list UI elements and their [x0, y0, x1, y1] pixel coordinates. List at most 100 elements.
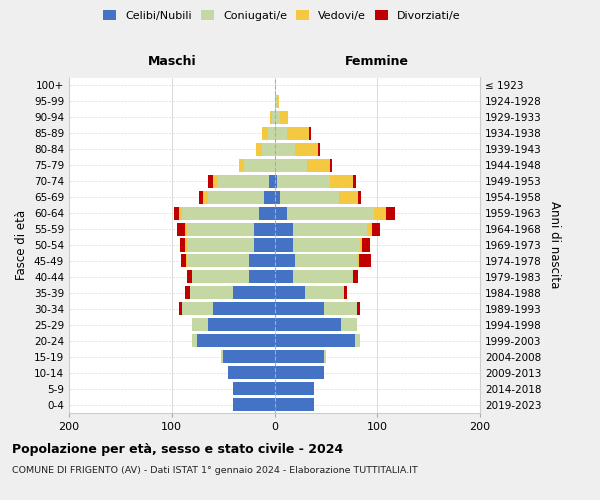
Bar: [180, 238, 185, 252]
Bar: [187, 254, 249, 268]
Bar: [355, 334, 360, 347]
Bar: [277, 95, 278, 108]
Bar: [307, 158, 330, 172]
Bar: [275, 206, 287, 220]
Bar: [280, 190, 339, 203]
Bar: [293, 270, 353, 283]
Bar: [182, 302, 213, 316]
Bar: [259, 206, 275, 220]
Bar: [275, 222, 293, 235]
Text: COMUNE DI FRIGENTO (AV) - Dati ISTAT 1° gennaio 2024 - Elaborazione TUTTITALIA.I: COMUNE DI FRIGENTO (AV) - Dati ISTAT 1° …: [12, 466, 418, 475]
Bar: [287, 127, 310, 140]
Bar: [275, 350, 324, 363]
Bar: [374, 206, 386, 220]
Bar: [275, 174, 277, 188]
Bar: [203, 190, 208, 203]
Bar: [275, 127, 287, 140]
Bar: [356, 302, 360, 316]
Bar: [324, 302, 356, 316]
Bar: [310, 127, 311, 140]
Bar: [244, 158, 275, 172]
Bar: [275, 398, 314, 411]
Bar: [221, 350, 223, 363]
Bar: [190, 286, 233, 300]
Bar: [275, 382, 314, 395]
Bar: [269, 174, 275, 188]
Bar: [192, 318, 208, 332]
Bar: [187, 270, 193, 283]
Bar: [254, 238, 275, 252]
Bar: [317, 142, 320, 156]
Bar: [353, 270, 358, 283]
Bar: [197, 334, 275, 347]
Bar: [213, 302, 275, 316]
Bar: [275, 302, 324, 316]
Bar: [386, 206, 395, 220]
Bar: [254, 222, 275, 235]
Bar: [256, 142, 262, 156]
Bar: [177, 222, 185, 235]
Bar: [324, 350, 326, 363]
Bar: [185, 286, 190, 300]
Bar: [239, 158, 244, 172]
Bar: [360, 238, 362, 252]
Bar: [341, 318, 357, 332]
Bar: [330, 174, 353, 188]
Bar: [330, 158, 332, 172]
Bar: [218, 174, 269, 188]
Bar: [233, 286, 275, 300]
Bar: [339, 190, 358, 203]
Bar: [193, 334, 197, 347]
Bar: [275, 286, 305, 300]
Legend: Celibi/Nubili, Coniugati/e, Vedovi/e, Divorziati/e: Celibi/Nubili, Coniugati/e, Vedovi/e, Di…: [99, 6, 465, 25]
Bar: [223, 350, 275, 363]
Bar: [356, 254, 359, 268]
Bar: [362, 238, 370, 252]
Bar: [228, 366, 275, 379]
Bar: [293, 238, 360, 252]
Bar: [295, 142, 317, 156]
Bar: [275, 142, 295, 156]
Bar: [275, 190, 280, 203]
Bar: [185, 222, 187, 235]
Bar: [262, 127, 268, 140]
Bar: [280, 111, 288, 124]
Bar: [187, 222, 254, 235]
Bar: [272, 111, 275, 124]
Bar: [275, 334, 355, 347]
Bar: [275, 238, 293, 252]
Bar: [264, 190, 275, 203]
Bar: [186, 254, 187, 268]
Bar: [359, 254, 371, 268]
Bar: [179, 206, 182, 220]
Bar: [249, 270, 275, 283]
Bar: [353, 174, 356, 188]
Bar: [287, 206, 374, 220]
Bar: [293, 222, 367, 235]
Bar: [275, 270, 293, 283]
Bar: [199, 190, 203, 203]
Text: Popolazione per età, sesso e stato civile - 2024: Popolazione per età, sesso e stato civil…: [12, 442, 343, 456]
Bar: [372, 222, 380, 235]
Bar: [358, 190, 361, 203]
Bar: [213, 174, 218, 188]
Bar: [275, 158, 307, 172]
Bar: [187, 238, 254, 252]
Bar: [174, 206, 179, 220]
Bar: [344, 286, 347, 300]
Bar: [208, 318, 275, 332]
Bar: [367, 222, 372, 235]
Y-axis label: Anni di nascita: Anni di nascita: [548, 202, 561, 288]
Bar: [233, 398, 275, 411]
Bar: [275, 95, 277, 108]
Text: Femmine: Femmine: [345, 55, 409, 68]
Bar: [305, 286, 344, 300]
Bar: [179, 302, 182, 316]
Bar: [185, 238, 187, 252]
Bar: [181, 254, 186, 268]
Text: Maschi: Maschi: [148, 55, 196, 68]
Bar: [193, 270, 249, 283]
Bar: [249, 254, 275, 268]
Bar: [182, 206, 259, 220]
Bar: [268, 127, 275, 140]
